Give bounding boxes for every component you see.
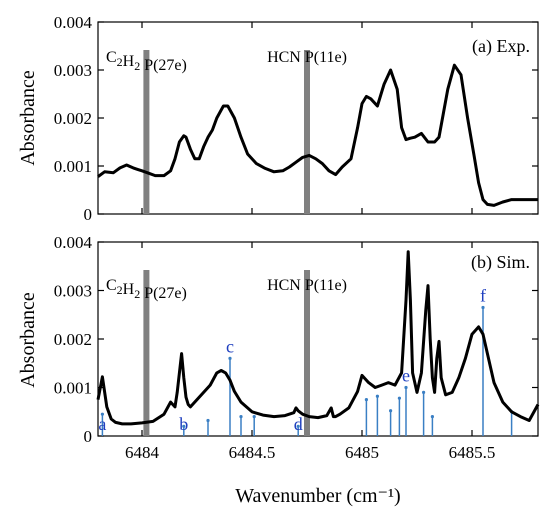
panel-b-annotations: a b c d e f bbox=[98, 285, 486, 434]
stick-marker bbox=[481, 305, 485, 310]
x-tick-label: 6484 bbox=[125, 443, 160, 462]
panel-b-ylabel: Absorbance bbox=[17, 292, 39, 388]
stick-marker bbox=[252, 415, 256, 419]
y-tick-label: 0.003 bbox=[54, 282, 92, 301]
marker-label: C2H2 P(27e) bbox=[106, 49, 187, 74]
absorption-line-marker bbox=[304, 270, 310, 436]
panel-a: (a) Exp. Absorbance 0 0.001 0.002 0.003 0.00… bbox=[17, 13, 539, 224]
stick-marker bbox=[364, 398, 368, 402]
absorption-line-marker bbox=[143, 270, 150, 436]
y-tick-label: 0.002 bbox=[54, 109, 92, 128]
panel-a-exp-line bbox=[97, 63, 538, 207]
x-tick-label: 6484.5 bbox=[229, 443, 276, 462]
panel-b-y-ticks: 0 0.001 0.002 0.003 0.004 bbox=[54, 233, 538, 446]
stick-annotation: b bbox=[179, 414, 188, 434]
x-tick-label: 6485 bbox=[345, 443, 379, 462]
panel-a-y-ticks: 0 0.001 0.002 0.003 0.004 bbox=[54, 13, 538, 224]
panel-a-markers: C2H2 P(27e) HCN P(11e) bbox=[106, 49, 347, 214]
absorption-line-marker bbox=[143, 50, 150, 214]
panel-a-x-ticks bbox=[141, 22, 473, 214]
stick-annotation: a bbox=[98, 414, 106, 434]
panel-b-x-ticks: 6484 6484.5 6485 6485.5 bbox=[125, 242, 495, 462]
x-axis-label: Wavenumber (cm⁻¹) bbox=[235, 485, 400, 507]
y-tick-label: 0.002 bbox=[54, 330, 92, 349]
panel-b: (b) Sim. Absorbance 0 0.001 0.002 0.003 0.00… bbox=[17, 233, 540, 507]
stick-annotation: c bbox=[226, 336, 234, 356]
stick-marker bbox=[404, 385, 408, 390]
stick-marker bbox=[228, 356, 232, 360]
stick-marker bbox=[389, 409, 393, 413]
panel-b-sticks bbox=[100, 305, 514, 436]
y-tick-label: 0.001 bbox=[54, 157, 92, 176]
panel-a-ylabel: Absorbance bbox=[17, 70, 39, 166]
y-tick-label: 0.001 bbox=[54, 379, 92, 398]
panel-a-label: (a) Exp. bbox=[472, 36, 530, 57]
marker-label: HCN P(11e) bbox=[267, 277, 347, 294]
y-tick-label: 0 bbox=[84, 205, 93, 224]
stick-annotation: f bbox=[480, 285, 486, 305]
stick-marker bbox=[397, 396, 401, 400]
panel-b-sim-line bbox=[96, 250, 540, 426]
panel-b-label: (b) Sim. bbox=[471, 252, 530, 273]
y-tick-label: 0.004 bbox=[54, 13, 93, 32]
stick-marker bbox=[430, 415, 434, 419]
stick-annotation: e bbox=[402, 366, 410, 386]
x-tick-label: 6485.5 bbox=[449, 443, 496, 462]
stick-marker bbox=[100, 412, 104, 416]
y-tick-label: 0.004 bbox=[54, 233, 93, 252]
stick-marker bbox=[375, 394, 379, 398]
stick-annotation: d bbox=[294, 414, 303, 434]
stick-marker bbox=[422, 390, 426, 394]
panel-b-markers: C2H2 P(27e) HCN P(11e) bbox=[106, 270, 347, 436]
marker-label: HCN P(11e) bbox=[267, 49, 347, 66]
absorption-line-marker bbox=[304, 50, 310, 214]
stick-marker bbox=[239, 415, 243, 419]
y-tick-label: 0 bbox=[84, 427, 93, 446]
stick-marker bbox=[182, 424, 186, 428]
stick-marker bbox=[296, 424, 300, 428]
marker-label: C2H2 P(27e) bbox=[106, 277, 187, 302]
y-tick-label: 0.003 bbox=[54, 61, 92, 80]
stick-marker bbox=[206, 418, 210, 423]
